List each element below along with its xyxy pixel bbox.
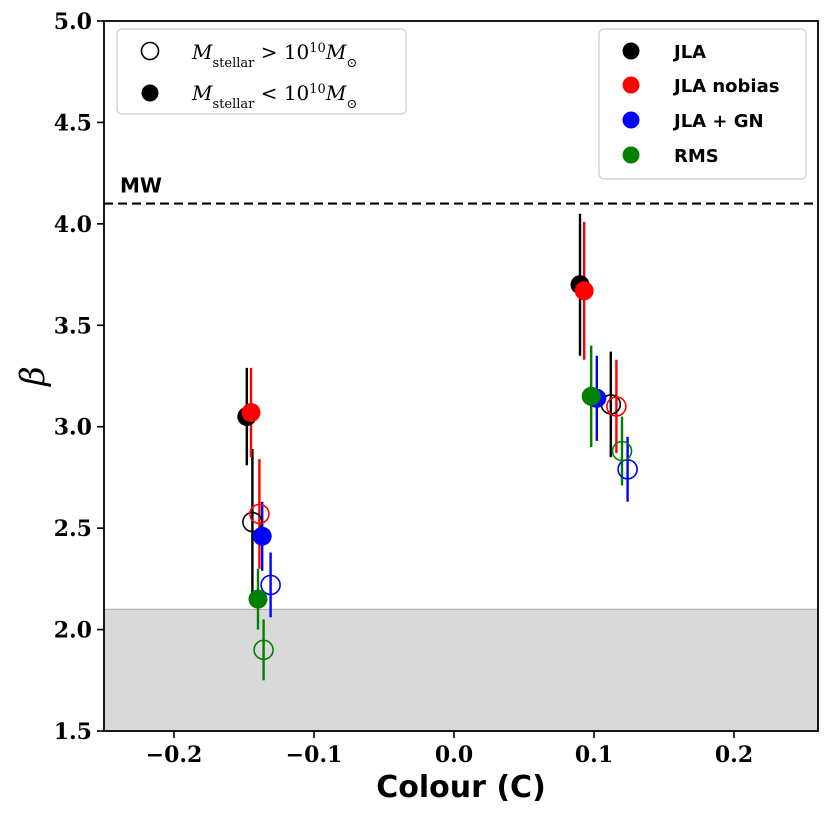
point-rms-1	[253, 639, 274, 661]
filled-marker-icon	[141, 84, 159, 102]
x-tick-label: −0.2	[146, 742, 203, 768]
point-rms-3	[611, 440, 633, 462]
legend-marker-jla-nobias	[622, 76, 640, 94]
y-axis-title: β	[13, 366, 53, 388]
y-tick-label: 2.5	[54, 516, 92, 542]
series-legend: JLA JLA nobias JLA + GN RMS	[598, 28, 807, 180]
y-tick-label: 2.0	[54, 618, 92, 644]
y-tick-label: 3.5	[54, 313, 92, 339]
point-jla-gn-3	[617, 459, 638, 480]
mass-legend-high: Mstellar > 1010M⊙	[191, 40, 357, 71]
x-axis-title: Colour (C)	[376, 770, 546, 805]
legend-label-jla: JLA	[672, 42, 706, 63]
y-tick-label: 5.0	[54, 9, 92, 35]
x-tick-label: 0.0	[435, 742, 473, 768]
mass-legend: Mstellar > 1010M⊙ Mstellar < 1010M⊙	[116, 28, 407, 115]
point-jla-gn-0	[252, 526, 272, 546]
point-jla-1	[242, 511, 263, 533]
point-rms-0	[248, 589, 268, 609]
shaded-region	[103, 608, 819, 732]
legend-label-jla-gn: JLA + GN	[672, 111, 764, 132]
point-jla-nobias-0	[241, 403, 261, 423]
point-jla-gn-1	[260, 574, 281, 596]
mass-legend-box	[116, 28, 407, 115]
point-jla-nobias-1	[249, 503, 270, 525]
point-rms-2	[581, 386, 601, 406]
x-tick-label: −0.1	[286, 742, 343, 768]
x-tick-label: 0.1	[575, 742, 613, 768]
y-tick-label: 1.5	[54, 719, 92, 745]
legend-label-jla-nobias: JLA nobias	[672, 76, 779, 97]
x-tick-label: 0.2	[715, 742, 753, 768]
point-jla-nobias-2	[574, 281, 594, 301]
axis-ticks: −0.2 −0.1 0.0 0.1 0.2 1.5 2.0 2.5 3.0 3.5 4.0 4.5 5.…	[54, 9, 753, 768]
legend-label-rms: RMS	[674, 146, 719, 167]
y-tick-label: 4.5	[54, 110, 92, 136]
point-jla-nobias-3	[606, 396, 627, 417]
y-tick-label: 4.0	[54, 212, 92, 238]
mass-legend-low: Mstellar < 1010M⊙	[191, 81, 357, 112]
series-legend-box	[598, 28, 807, 180]
y-tick-label: 3.0	[54, 415, 92, 441]
legend-marker-jla	[622, 42, 640, 60]
plot-frame	[103, 20, 819, 732]
data-points	[237, 213, 638, 681]
legend-marker-jla-gn	[622, 111, 640, 129]
mw-reference-label: MW	[120, 174, 162, 198]
open-marker-icon	[140, 41, 160, 61]
legend-marker-rms	[622, 146, 640, 164]
